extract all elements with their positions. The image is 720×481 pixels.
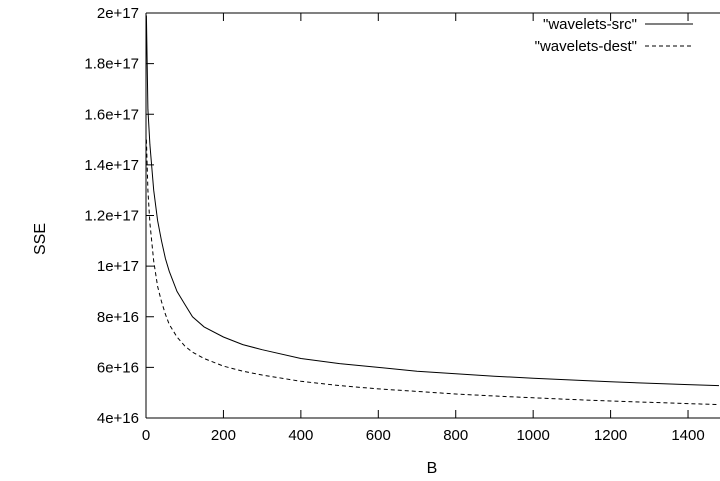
- y-axis-title: SSE: [32, 223, 49, 255]
- y-tick-label: 4e+16: [97, 410, 139, 427]
- y-tick-label: 1.8e+17: [84, 56, 139, 73]
- legend: "wavelets-src" "wavelets-dest": [535, 16, 693, 55]
- ticks: 4e+16 6e+16 8e+16 1e+17 1.2e+17 1.4e+17 1.6e+1…: [84, 5, 704, 444]
- axes: [145, 12, 720, 419]
- legend-label-wavelets-dest: "wavelets-dest": [535, 38, 637, 55]
- series: [145, 15, 720, 406]
- y-tick-label: 8e+16: [97, 309, 139, 326]
- y-tick-label: 1e+17: [97, 258, 139, 275]
- series-line-wavelets-src: [145, 15, 720, 387]
- y-tick-label: 2e+17: [97, 5, 139, 22]
- x-tick-label: 0: [142, 427, 150, 444]
- x-axis-title: B: [427, 460, 438, 477]
- x-tick-label: 200: [211, 427, 236, 444]
- series-line-wavelets-dest: [145, 139, 720, 406]
- legend-label-wavelets-src: "wavelets-src": [543, 16, 637, 33]
- x-tick-label: 800: [443, 427, 468, 444]
- x-tick-label: 1200: [594, 427, 627, 444]
- y-tick-label: 1.6e+17: [84, 106, 139, 123]
- y-tick-label: 6e+16: [97, 359, 139, 376]
- x-tick-label: 400: [288, 427, 313, 444]
- x-tick-label: 1000: [516, 427, 549, 444]
- x-tick-label: 600: [366, 427, 391, 444]
- y-tick-label: 1.2e+17: [84, 208, 139, 225]
- x-tick-label: 1400: [671, 427, 704, 444]
- y-tick-label: 1.4e+17: [84, 157, 139, 174]
